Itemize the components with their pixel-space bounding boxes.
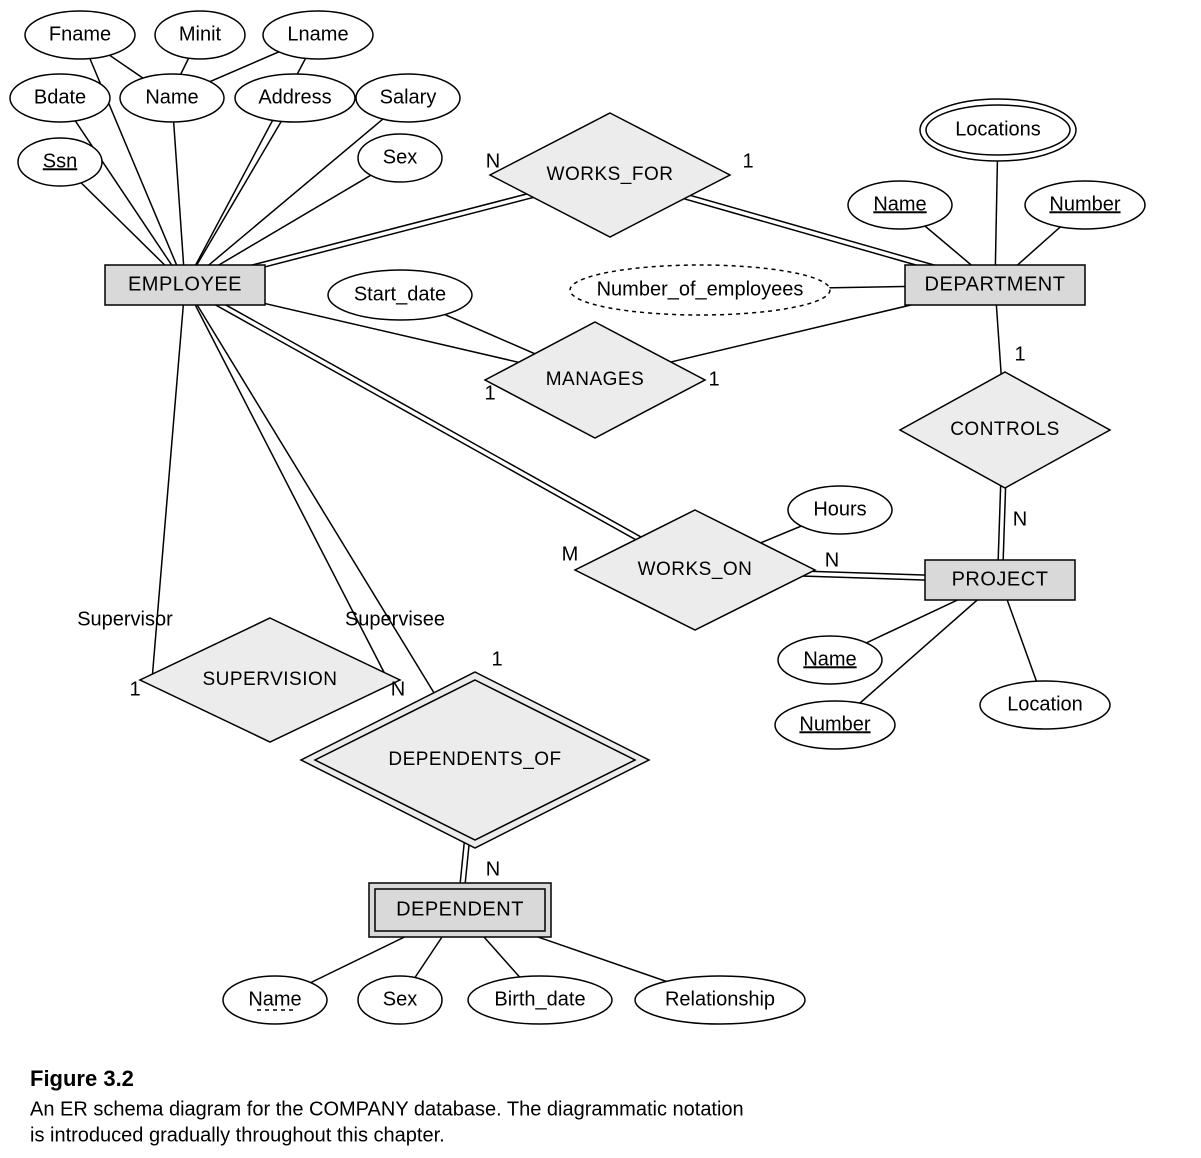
svg-text:MANAGES: MANAGES: [546, 369, 645, 390]
svg-text:M: M: [562, 543, 579, 565]
svg-text:Sex: Sex: [383, 988, 417, 1010]
svg-text:DEPENDENTS_OF: DEPENDENTS_OF: [388, 749, 561, 770]
svg-text:CONTROLS: CONTROLS: [950, 419, 1060, 440]
er-diagram: N 1 1 1 1 N M N 1 Supervisor N Supervisee 1 N Fname Min…: [0, 0, 1201, 1158]
svg-text:N: N: [391, 678, 405, 700]
svg-text:Salary: Salary: [380, 86, 437, 108]
svg-text:Supervisor: Supervisor: [77, 608, 173, 630]
svg-text:1: 1: [1014, 343, 1025, 365]
svg-text:WORKS_FOR: WORKS_FOR: [547, 164, 674, 185]
svg-text:N: N: [825, 549, 839, 571]
svg-text:Start_date: Start_date: [354, 283, 446, 305]
svg-text:Location: Location: [1007, 693, 1083, 715]
svg-text:Bdate: Bdate: [34, 86, 86, 108]
svg-text:DEPENDENT: DEPENDENT: [396, 898, 524, 920]
svg-text:Sex: Sex: [383, 146, 417, 168]
svg-text:Name: Name: [873, 193, 926, 215]
svg-text:PROJECT: PROJECT: [952, 568, 1049, 590]
svg-text:Number: Number: [1049, 193, 1120, 215]
svg-text:Minit: Minit: [179, 23, 222, 45]
svg-text:N: N: [486, 858, 500, 880]
svg-text:Name: Name: [803, 648, 856, 670]
svg-text:Address: Address: [258, 86, 331, 108]
svg-text:1: 1: [708, 368, 719, 390]
figure-caption-line: is introduced gradually throughout this …: [30, 1124, 445, 1146]
figure-caption-line: An ER schema diagram for the COMPANY dat…: [30, 1098, 744, 1120]
svg-text:1: 1: [129, 678, 140, 700]
svg-text:Supervisee: Supervisee: [345, 608, 445, 630]
svg-text:Relationship: Relationship: [665, 988, 775, 1010]
svg-text:Name: Name: [145, 86, 198, 108]
figure-title: Figure 3.2: [30, 1066, 134, 1091]
svg-text:Name: Name: [248, 988, 301, 1010]
svg-text:Hours: Hours: [813, 498, 866, 520]
svg-text:Ssn: Ssn: [43, 150, 77, 172]
svg-text:N: N: [1013, 508, 1027, 530]
svg-text:Lname: Lname: [287, 23, 348, 45]
svg-text:1: 1: [742, 150, 753, 172]
svg-text:N: N: [486, 150, 500, 172]
svg-text:1: 1: [484, 382, 495, 404]
svg-text:SUPERVISION: SUPERVISION: [202, 669, 337, 690]
svg-text:WORKS_ON: WORKS_ON: [638, 559, 753, 580]
svg-text:Number: Number: [799, 713, 870, 735]
svg-text:Birth_date: Birth_date: [494, 988, 585, 1010]
svg-text:DEPARTMENT: DEPARTMENT: [925, 273, 1066, 295]
svg-text:Fname: Fname: [49, 23, 111, 45]
svg-text:Locations: Locations: [955, 118, 1041, 140]
svg-text:Number_of_employees: Number_of_employees: [597, 278, 804, 300]
svg-text:1: 1: [491, 648, 502, 670]
svg-text:EMPLOYEE: EMPLOYEE: [128, 273, 242, 295]
